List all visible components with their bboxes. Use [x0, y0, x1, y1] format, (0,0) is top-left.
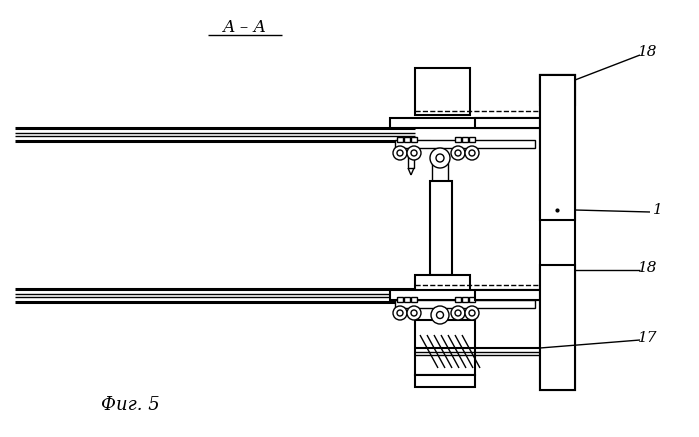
Bar [455, 297, 461, 302]
Circle shape [436, 154, 444, 162]
Text: А – А: А – А [223, 20, 267, 37]
Circle shape [407, 306, 421, 320]
Circle shape [411, 310, 417, 316]
Bar [415, 68, 470, 115]
Bar [455, 137, 461, 142]
Text: Фиг. 5: Фиг. 5 [101, 396, 159, 414]
Bar [411, 137, 417, 142]
Bar [415, 275, 470, 291]
Bar [540, 75, 575, 390]
Text: 18: 18 [638, 261, 658, 275]
Bar [404, 137, 410, 142]
Bar [390, 118, 545, 128]
Bar [397, 137, 403, 142]
Circle shape [431, 306, 449, 324]
Bar [462, 137, 468, 142]
Bar [415, 375, 475, 387]
Bar [558, 288, 562, 302]
Bar [404, 297, 410, 302]
Bar [395, 300, 535, 308]
Bar [540, 75, 575, 220]
Bar [462, 297, 468, 302]
Bar [415, 320, 475, 375]
Bar [540, 265, 575, 390]
Circle shape [436, 312, 443, 319]
Circle shape [407, 146, 421, 160]
Bar [540, 75, 575, 105]
Circle shape [393, 146, 407, 160]
Bar [430, 181, 452, 275]
Circle shape [397, 150, 403, 156]
Bar [475, 118, 540, 128]
Circle shape [397, 310, 403, 316]
Bar [553, 288, 557, 302]
Circle shape [411, 150, 417, 156]
Bar [469, 137, 475, 142]
Circle shape [465, 306, 479, 320]
Circle shape [455, 310, 461, 316]
Bar [390, 290, 545, 300]
Bar [469, 297, 475, 302]
Bar [475, 290, 540, 300]
Circle shape [465, 146, 479, 160]
Circle shape [430, 148, 450, 168]
Circle shape [469, 310, 475, 316]
Bar [395, 140, 535, 148]
Bar [548, 288, 552, 302]
Bar [411, 297, 417, 302]
Bar [432, 163, 448, 181]
Bar [548, 116, 552, 130]
Bar [558, 116, 562, 130]
Bar [553, 116, 557, 130]
Circle shape [455, 150, 461, 156]
Circle shape [451, 146, 465, 160]
Circle shape [469, 150, 475, 156]
Circle shape [393, 306, 407, 320]
Circle shape [451, 306, 465, 320]
Bar [397, 297, 403, 302]
Text: 1: 1 [653, 203, 663, 217]
Bar [408, 148, 414, 168]
Text: 17: 17 [638, 331, 658, 345]
Text: 18: 18 [638, 45, 658, 59]
